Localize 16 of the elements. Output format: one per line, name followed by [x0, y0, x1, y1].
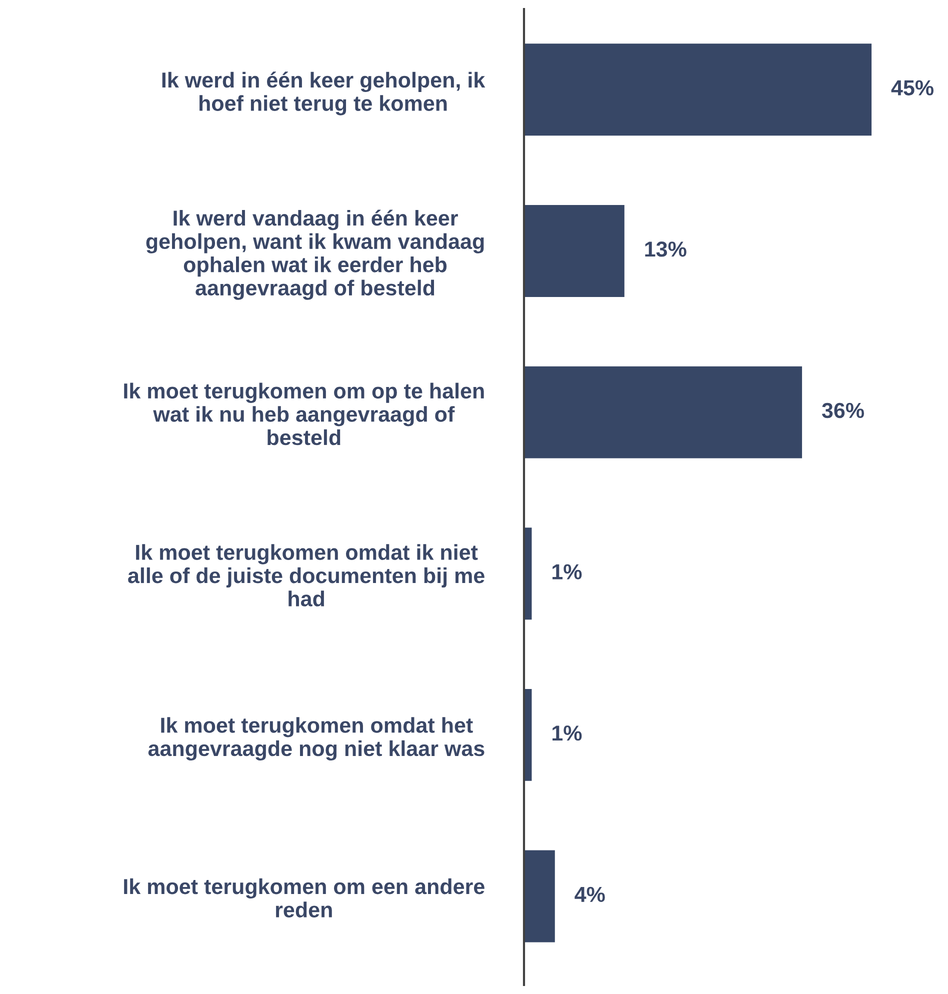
- y-tick-label: Ik moet terugkomen om een andere reden: [124, 878, 484, 918]
- data-label: 1%: [552, 564, 582, 580]
- bar: [524, 44, 872, 136]
- data-label: 36%: [822, 402, 864, 418]
- data-label: 1%: [552, 726, 582, 741]
- data-label: 45%: [891, 80, 934, 96]
- y-tick-label: Ik moet terugkomen om op te halen wat ik nu heb aangevraagd of besteld: [124, 382, 484, 446]
- data-label: 13%: [645, 242, 686, 257]
- bar: [524, 205, 624, 297]
- y-tick-label: Ik moet terugkomen omdat ik niet alle of de juiste documenten bij me had: [128, 544, 484, 606]
- bar: [524, 366, 802, 458]
- y-tick-label: Ik moet terugkomen omdat het aangevraagde nog niet klaar was: [148, 717, 484, 761]
- y-tick-label: Ik werd vandaag in één keer geholpen, want ik kwam vandaag ophalen wat ik eerder heb aangevraagd of besteld: [146, 210, 484, 300]
- data-label: 4%: [574, 886, 605, 902]
- bar: [524, 850, 555, 942]
- y-tick-label: Ik werd in één keer geholpen, ik hoef niet terug te komen: [162, 72, 486, 116]
